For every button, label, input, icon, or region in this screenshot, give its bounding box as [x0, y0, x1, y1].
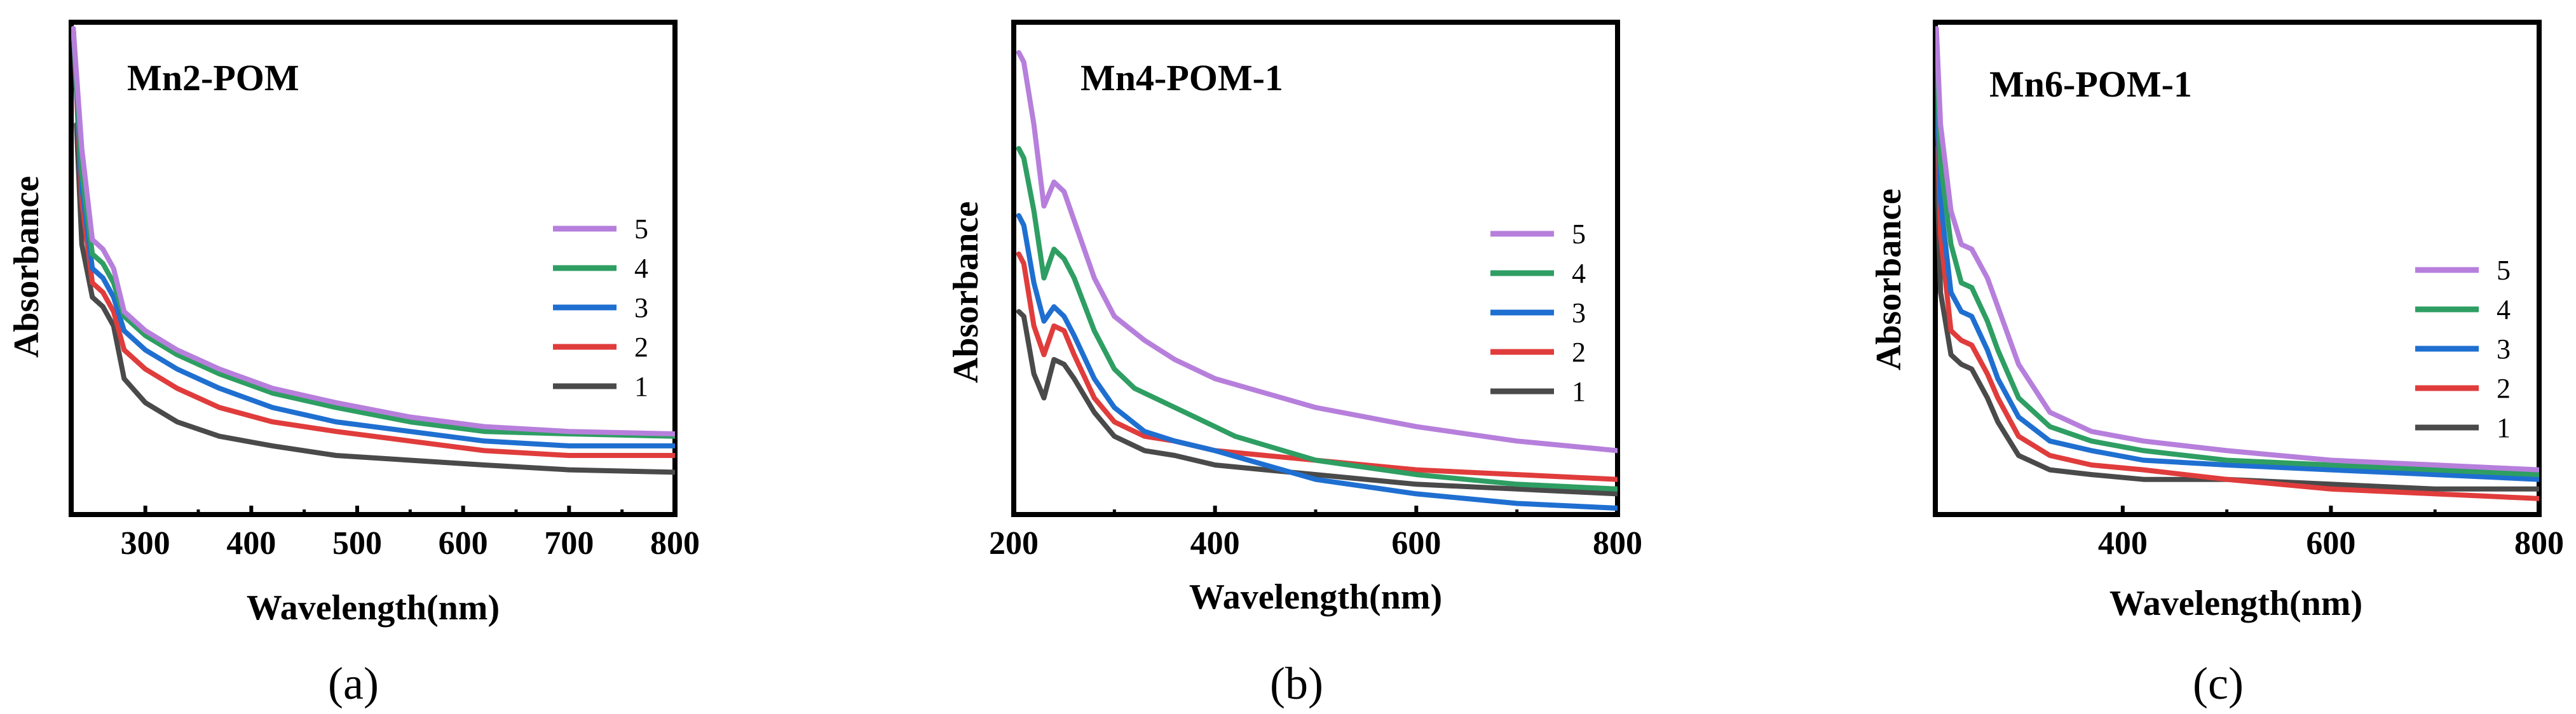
panel-a-legend-label-1: 1 [634, 371, 648, 402]
panel-a-legend-label-4: 4 [634, 253, 648, 284]
panel-a-x-tick-label: 300 [121, 525, 170, 562]
panel-a-series-4-line [71, 26, 675, 439]
panel-a-legend-label-5: 5 [634, 213, 648, 245]
panel-a-y-axis-title: Absorbance [7, 176, 46, 358]
panel-c-series-2-line [1935, 74, 2539, 501]
panel-b-legend-label-4: 4 [1572, 258, 1586, 289]
panel-b-legend-label-5: 5 [1572, 219, 1586, 250]
panel-b-legend-label-2: 2 [1572, 337, 1586, 368]
panel-a-series-3-line [71, 26, 675, 448]
panel-c-series-4-line [1935, 40, 2539, 478]
panel-c-legend-label-2: 2 [2497, 373, 2511, 404]
panel-b-plot-area: 200 400 600 800 5 4 3 2 1 [989, 50, 1642, 562]
panel-a-caption: (a) [328, 658, 379, 709]
panel-b-legend-label-3: 3 [1572, 297, 1586, 328]
panel-b-legend-label-1: 1 [1572, 376, 1586, 407]
panel-c-series-5-line [1935, 26, 2539, 473]
panel-c-legend-label-3: 3 [2497, 333, 2511, 365]
panel-b-series-3-line [1016, 213, 1618, 511]
panel-c-series-1-line [1935, 145, 2539, 492]
panel-a-x-axis-title: Wavelength(nm) [247, 588, 500, 628]
panel-c-x-tick-label: 400 [2098, 525, 2148, 562]
panel-c-x-tick-label: 600 [2306, 525, 2355, 562]
panel-a-title: Mn2-POM [127, 57, 299, 98]
panel-b-x-tick-label: 600 [1391, 525, 1441, 562]
panel-c-caption: (c) [2193, 658, 2244, 709]
panel-a-x-tick-label: 600 [439, 525, 488, 562]
panel-a-plot-frame [69, 20, 678, 517]
panel-a-x-tick-label: 400 [226, 525, 276, 562]
panel-c-plot-frame [1933, 20, 2542, 517]
panel-c-y-axis-title: Absorbance [1869, 189, 1909, 370]
panel-a: Absorbance 300 400 500 600 700 800 5 4 3 2 1 Mn2-P… [7, 20, 700, 709]
panel-a-x-tick-label: 700 [544, 525, 594, 562]
panel-b-series-4-line [1016, 145, 1618, 492]
panel-b-x-tick-label: 800 [1593, 525, 1642, 562]
panel-c-x-axis-title: Wavelength(nm) [2109, 584, 2362, 623]
panel-b-x-tick-label: 200 [989, 525, 1039, 562]
panel-c-series-3-line [1935, 59, 2539, 482]
panel-a-legend-label-3: 3 [634, 292, 648, 323]
panel-c-x-tick-label: 800 [2514, 525, 2564, 562]
panel-b-y-axis-title: Absorbance [946, 201, 986, 383]
panel-c-legend-label-4: 4 [2497, 294, 2511, 325]
panel-a-series-2-line [71, 26, 675, 458]
panel-b-series-1-line [1016, 309, 1618, 497]
panel-c: Absorbance 400 600 800 5 4 3 2 1 Mn6-POM-1 Wave… [1869, 20, 2564, 709]
panel-a-legend-label-2: 2 [634, 332, 648, 363]
panel-c-title: Mn6-POM-1 [1989, 64, 2192, 105]
panel-c-plot-area: 400 600 800 5 4 3 2 1 [1935, 26, 2564, 562]
panel-a-series-5-line [71, 26, 675, 436]
panel-b-series-2-line [1016, 251, 1618, 482]
panel-c-legend-label-5: 5 [2497, 255, 2511, 286]
panel-b-series-5-line [1016, 50, 1618, 454]
panel-b-x-tick-label: 400 [1190, 525, 1240, 562]
panel-b-caption: (b) [1270, 658, 1323, 709]
panel-c-legend-label-1: 1 [2497, 412, 2511, 443]
panel-b-x-axis-title: Wavelength(nm) [1189, 577, 1442, 617]
panel-b-title: Mn4-POM-1 [1080, 57, 1283, 98]
panel-a-plot-area: 300 400 500 600 700 800 5 4 3 2 1 [71, 26, 700, 562]
panel-a-x-tick-label: 800 [650, 525, 700, 562]
panel-a-series-1-line [74, 122, 675, 475]
panel-b: Absorbance 200 400 600 800 5 4 3 2 1 Mn4-POM-1 W… [946, 20, 1642, 709]
panel-a-x-tick-label: 500 [332, 525, 382, 562]
